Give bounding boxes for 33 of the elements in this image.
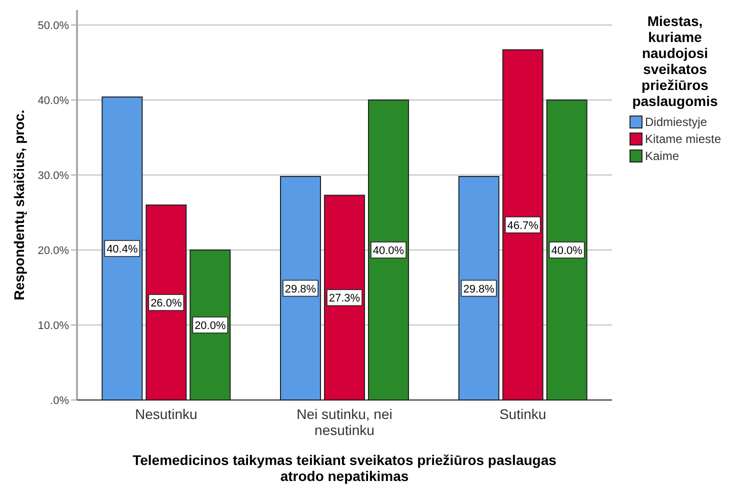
data-label: 27.3% <box>328 292 360 305</box>
y-axis-title: Respondentų skaičius, proc. <box>11 110 27 300</box>
x-tick-label: Sutinku <box>499 406 546 422</box>
y-tick-label: 40.0% <box>38 95 70 107</box>
legend-label: Kitame mieste <box>645 132 722 146</box>
legend-title: Miestas, kuriame naudojosi sveikatos priežiūros paslaugomis <box>632 13 718 109</box>
data-label: 29.8% <box>463 283 495 296</box>
data-label: 40.4% <box>106 244 138 256</box>
bar <box>546 100 588 400</box>
bar <box>102 96 143 400</box>
x-tick-label: Nesutinku <box>135 406 198 422</box>
y-tick-label: 10.0% <box>38 320 70 332</box>
y-tick-label: 50.0% <box>38 20 70 32</box>
bar <box>502 49 544 400</box>
data-label: 40.0% <box>372 245 404 257</box>
y-tick-label: .0% <box>50 395 70 407</box>
bar <box>280 176 321 400</box>
legend-label: Didmiestyje <box>645 115 708 129</box>
bar <box>146 204 187 400</box>
data-label: 20.0% <box>194 320 226 332</box>
bar <box>324 194 365 400</box>
x-tick-label: Nei sutinku, nei nesutinku <box>296 406 392 438</box>
data-label: 40.0% <box>551 245 583 257</box>
y-tick-label: 20.0% <box>38 245 70 257</box>
data-label: 29.8% <box>284 283 316 296</box>
bar <box>368 100 409 400</box>
bar <box>190 250 231 400</box>
bar <box>458 176 500 400</box>
data-label: 26.0% <box>150 298 182 310</box>
x-axis-title: Telemedicinos taikymas teikiant sveikatos priežiūros paslaugas atrodo nepatikimas <box>132 452 557 484</box>
data-label: 46.7% <box>507 220 539 232</box>
y-tick-label: 30.0% <box>38 170 70 182</box>
legend-label: Kaime <box>645 149 680 163</box>
